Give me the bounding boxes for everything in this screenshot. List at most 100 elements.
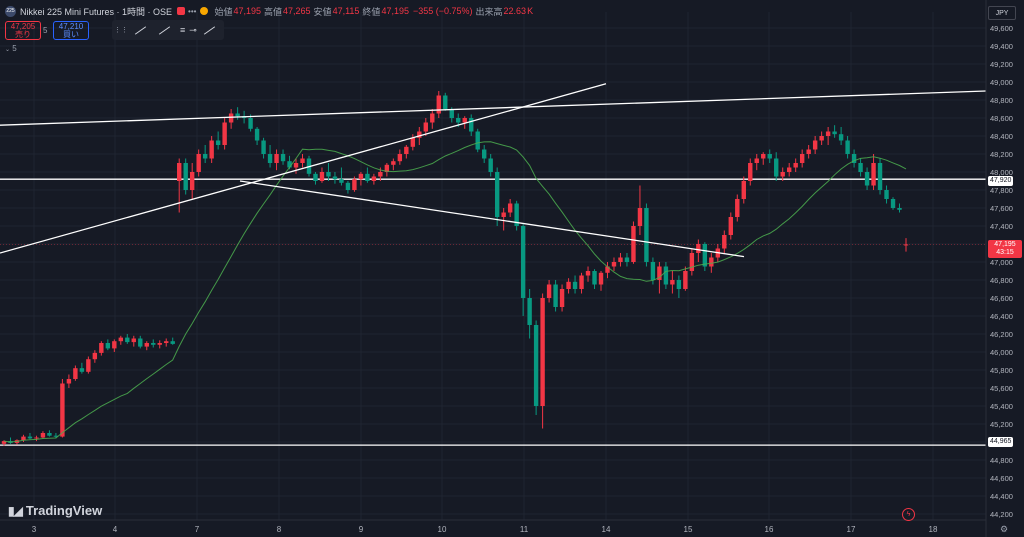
candle bbox=[767, 149, 772, 163]
price-tick-label: 46,400 bbox=[990, 312, 1013, 321]
buy-button[interactable]: 47,210 買い bbox=[53, 21, 89, 40]
candle bbox=[566, 278, 571, 294]
tradingview-logo: ▮◢ TradingView bbox=[8, 503, 102, 518]
candle bbox=[553, 280, 558, 312]
candle-body bbox=[806, 149, 811, 154]
candle-body bbox=[280, 154, 286, 162]
level-tag-lower: 44,965 bbox=[988, 437, 1014, 447]
candle-body bbox=[469, 118, 474, 132]
candle bbox=[170, 337, 175, 345]
candle bbox=[267, 145, 273, 168]
last-price-tag: 47,195 43:15 bbox=[988, 240, 1022, 258]
candle-body bbox=[754, 158, 759, 163]
candle bbox=[494, 167, 500, 226]
candle-body bbox=[683, 271, 688, 289]
candle bbox=[92, 350, 98, 363]
ray-tool-icon[interactable] bbox=[157, 25, 175, 35]
candle bbox=[611, 257, 617, 271]
drag-handle-icon[interactable]: ⋮⋮ bbox=[114, 27, 128, 34]
lightning-icon[interactable]: ϟ bbox=[902, 508, 915, 521]
candle-body bbox=[864, 172, 870, 186]
extended-line-icon[interactable] bbox=[202, 25, 220, 35]
sell-button[interactable]: 47,205 売り bbox=[5, 21, 41, 40]
candle-body bbox=[430, 113, 435, 123]
trend-line bbox=[239, 180, 745, 258]
candle-body bbox=[741, 181, 746, 199]
horizontal-lines bbox=[0, 178, 986, 446]
candle-body bbox=[722, 235, 727, 249]
flag-icon[interactable] bbox=[177, 7, 186, 15]
candle bbox=[774, 152, 779, 181]
volume-value: 22.63 bbox=[503, 6, 527, 16]
candle-body bbox=[488, 158, 493, 172]
candle bbox=[546, 280, 552, 303]
candle-body bbox=[482, 149, 487, 159]
candle-body bbox=[494, 172, 500, 217]
price-tick-label: 47,400 bbox=[990, 222, 1013, 231]
candle bbox=[60, 379, 65, 438]
candle bbox=[890, 197, 896, 210]
candle bbox=[488, 154, 493, 177]
more-icon[interactable]: ••• bbox=[188, 6, 197, 16]
drawing-toolbar: ⋮⋮ ≡ ⊸ bbox=[112, 20, 224, 40]
candle-body bbox=[222, 122, 227, 145]
close-label: 終値 bbox=[362, 6, 381, 17]
candle bbox=[741, 176, 746, 204]
time-tick-label: 11 bbox=[520, 525, 529, 534]
candle bbox=[676, 275, 682, 298]
last-price-value: 47,195 bbox=[994, 241, 1016, 248]
candle bbox=[274, 149, 279, 171]
horizontal-ray-icon[interactable]: ⊸ bbox=[189, 24, 197, 35]
candle bbox=[86, 356, 91, 374]
parallel-channel-icon[interactable]: ≡ bbox=[180, 25, 186, 35]
candle bbox=[514, 200, 519, 231]
price-tick-label: 49,600 bbox=[990, 24, 1013, 33]
candle bbox=[8, 437, 13, 444]
candle bbox=[689, 248, 695, 276]
currency-button[interactable]: JPY bbox=[988, 6, 1016, 20]
candle-body bbox=[1, 441, 7, 444]
price-tick-label: 48,000 bbox=[990, 168, 1013, 177]
candle bbox=[164, 338, 169, 347]
candle-body bbox=[767, 154, 772, 159]
candle bbox=[618, 253, 623, 267]
price-tick-label: 46,800 bbox=[990, 276, 1013, 285]
time-tick-label: 15 bbox=[684, 525, 693, 534]
delayed-icon[interactable] bbox=[200, 7, 209, 15]
price-tick-label: 47,600 bbox=[990, 204, 1013, 213]
candle bbox=[754, 154, 759, 171]
candle-body bbox=[436, 95, 441, 114]
candle bbox=[261, 137, 266, 159]
candle bbox=[365, 167, 370, 183]
candle-body bbox=[611, 262, 617, 267]
symbol-title[interactable]: Nikkei 225 Mini Futures · 1時間 · OSE bbox=[20, 6, 173, 17]
indicator-legend[interactable]: ⌄ 5 bbox=[5, 44, 17, 53]
candle-body bbox=[313, 173, 318, 181]
candle-body bbox=[624, 257, 630, 262]
candle bbox=[430, 109, 435, 129]
candle bbox=[696, 239, 701, 262]
trendline-tool-icon[interactable] bbox=[133, 25, 151, 35]
candle-body bbox=[27, 436, 33, 439]
price-tick-label: 44,400 bbox=[990, 492, 1013, 501]
price-tick-label: 45,600 bbox=[990, 384, 1013, 393]
candle bbox=[125, 334, 130, 344]
candle bbox=[40, 431, 46, 439]
open-value: 47,195 bbox=[233, 6, 261, 16]
candle-body bbox=[735, 199, 740, 217]
collapse-chevron-icon[interactable]: ⌄ bbox=[5, 47, 11, 53]
candle bbox=[105, 339, 111, 351]
time-tick-label: 3 bbox=[32, 525, 37, 534]
change-value: −355 (−0.75%) bbox=[412, 6, 473, 16]
candle bbox=[838, 127, 844, 145]
candle-body bbox=[125, 337, 130, 343]
price-tick-label: 45,400 bbox=[990, 402, 1013, 411]
candle bbox=[806, 145, 811, 159]
candle-body bbox=[897, 208, 902, 210]
price-tick-label: 44,600 bbox=[990, 474, 1013, 483]
buy-label: 買い bbox=[63, 29, 79, 39]
spread-value: 5 bbox=[43, 26, 48, 35]
candle bbox=[903, 238, 909, 252]
gear-icon[interactable]: ⚙ bbox=[1000, 524, 1009, 534]
